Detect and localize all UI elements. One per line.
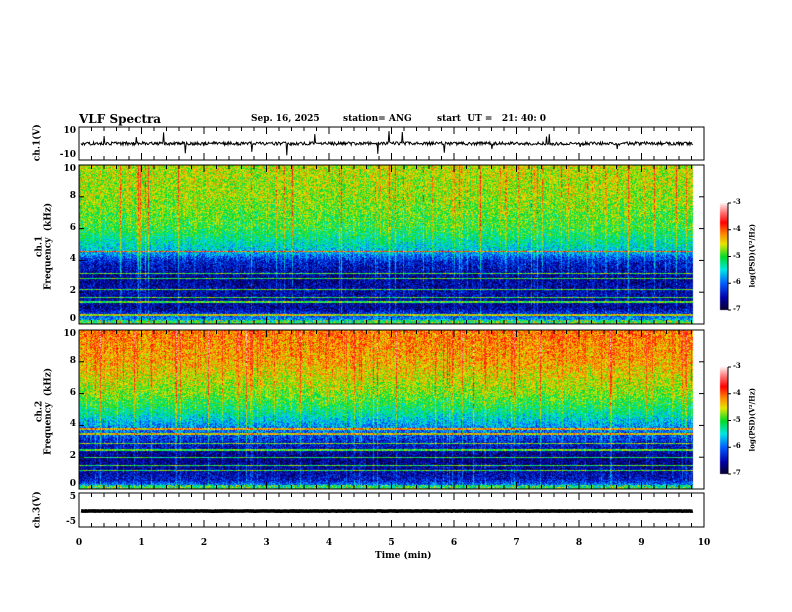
- colorbar-tick-label: -4: [733, 387, 741, 397]
- y-tick-label: 0: [69, 314, 76, 324]
- colorbar1-label: log(PSD)(V²/Hz): [747, 223, 757, 288]
- y-tick-label: 0: [69, 479, 76, 489]
- y-tick-label: -10: [59, 150, 76, 160]
- y-tick-label: 6: [69, 387, 76, 398]
- y-tick-label: 10: [63, 126, 76, 136]
- x-tick-label: 1: [138, 538, 145, 548]
- y-tick-label: 5: [69, 492, 76, 502]
- x-tick-label: 7: [513, 538, 520, 548]
- x-tick-label: 3: [263, 538, 270, 548]
- colorbar2-label: log(PSD)(V²/Hz): [747, 387, 757, 452]
- y-tick-label: 8: [69, 190, 76, 201]
- x-tick-label: 2: [200, 538, 208, 548]
- ch3-wave-ylabel: ch.3(V): [32, 491, 43, 529]
- colorbar-tick-label: -3: [733, 197, 741, 206]
- colorbar-tick-label: -6: [733, 441, 741, 451]
- colorbar-tick-label: -7: [733, 468, 741, 477]
- x-tick-label: 10: [697, 538, 711, 548]
- y-tick-label: 6: [69, 222, 76, 233]
- date-label: Sep. 16, 2025: [251, 114, 320, 124]
- y-tick-label: 8: [69, 355, 76, 366]
- colorbar-tick-label: -5: [733, 250, 741, 260]
- y-tick-label: 2: [69, 451, 76, 462]
- x-tick-label: 4: [325, 538, 333, 548]
- ch1-waveform: [80, 131, 693, 156]
- x-tick-label: 8: [575, 538, 583, 548]
- station-label: station= ANG: [343, 114, 412, 124]
- y-tick-label: 2: [69, 286, 76, 297]
- ch1-spec-ylabel: ch.1 Frequency (kHz): [34, 202, 54, 291]
- colorbar-tick-label: -3: [733, 361, 741, 370]
- colorbar-tick-label: -5: [733, 414, 741, 424]
- x-tick-label: 5: [388, 538, 395, 548]
- x-tick-label: 0: [75, 538, 83, 548]
- y-tick-label: 10: [63, 329, 76, 339]
- ch1-wave-ylabel: ch.1(V): [32, 124, 43, 162]
- y-tick-label: 4: [69, 254, 76, 265]
- colorbar-tick-label: -6: [733, 277, 741, 287]
- start-time-label: start UT = 21: 40: 0: [437, 114, 547, 124]
- y-tick-label: 4: [69, 419, 76, 430]
- y-tick-label: 10: [63, 164, 76, 174]
- x-tick-label: 6: [450, 538, 458, 548]
- ch2-spec-ylabel: ch.2 Frequency (kHz): [34, 367, 54, 456]
- panel-frame: [78, 164, 705, 325]
- panel-frame: [78, 329, 705, 490]
- colorbar-tick-label: -7: [733, 304, 741, 313]
- y-tick-label: -5: [66, 517, 76, 527]
- colorbar-tick-label: -4: [733, 223, 741, 233]
- x-tick-label: 9: [638, 538, 645, 548]
- chart-title: VLF Spectra: [79, 112, 162, 126]
- x-axis-label: Time (min): [375, 551, 432, 561]
